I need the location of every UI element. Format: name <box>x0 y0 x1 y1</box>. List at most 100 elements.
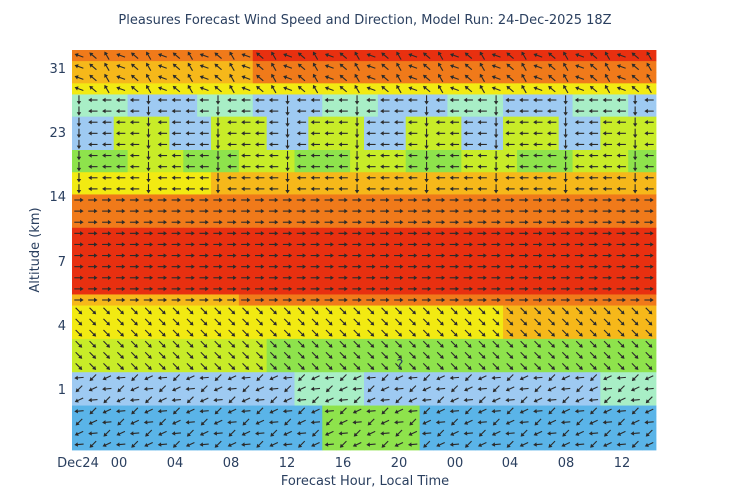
wind-arrow <box>548 85 556 93</box>
wind-arrow <box>631 351 639 359</box>
wind-arrow <box>241 131 251 136</box>
wind-arrow <box>146 184 151 194</box>
wind-arrow <box>89 340 97 348</box>
wind-arrow <box>449 220 460 225</box>
wind-arrow <box>187 51 194 60</box>
wind-arrow <box>89 74 97 82</box>
wind-arrow <box>324 53 334 58</box>
wind-arrow <box>366 208 376 214</box>
wind-arrow <box>519 142 529 147</box>
x-tick-label: 00 <box>447 456 464 471</box>
wind-arrow <box>199 275 209 280</box>
wind-arrow <box>296 275 307 280</box>
wind-arrow <box>408 175 418 180</box>
wind-arrow <box>324 297 334 303</box>
wind-arrow <box>215 106 221 116</box>
wind-arrow <box>255 131 265 136</box>
wind-arrow <box>644 97 654 103</box>
wind-arrow <box>297 63 306 71</box>
wind-arrow <box>171 431 181 436</box>
wind-arrow <box>268 131 279 136</box>
wind-arrow <box>366 220 376 225</box>
wind-arrow <box>324 264 334 269</box>
wind-arrow <box>492 329 500 337</box>
wind-arrow <box>533 264 543 269</box>
wind-arrow <box>366 286 376 292</box>
wind-arrow <box>631 440 639 448</box>
wind-arrow <box>644 420 654 425</box>
wind-arrow <box>407 242 418 247</box>
wind-arrow <box>644 142 654 147</box>
wind-arrow <box>199 53 209 58</box>
wind-arrow <box>103 329 111 337</box>
wind-arrow <box>421 397 432 403</box>
wind-arrow <box>310 242 320 247</box>
wind-arrow <box>115 220 126 225</box>
wind-arrow <box>380 242 390 247</box>
wind-arrow <box>630 231 640 236</box>
wind-arrow <box>506 329 514 337</box>
wind-arrow <box>284 418 292 426</box>
wind-arrow <box>145 396 153 404</box>
wind-arrow <box>171 208 181 214</box>
wind-arrow <box>547 108 557 114</box>
wind-arrow <box>437 62 444 71</box>
wind-arrow <box>325 340 333 348</box>
wind-arrow <box>491 220 501 225</box>
wind-arrow <box>157 164 168 169</box>
wind-arrow <box>185 153 195 158</box>
wind-arrow <box>631 52 640 59</box>
wind-arrow <box>644 275 654 280</box>
wind-arrow <box>561 340 569 348</box>
wind-arrow <box>158 351 166 359</box>
wind-arrow <box>102 441 112 447</box>
wind-arrow <box>630 431 640 436</box>
wind-arrow <box>491 264 501 269</box>
wind-arrow <box>325 362 333 370</box>
wind-arrow <box>352 375 362 381</box>
wind-arrow <box>74 242 84 247</box>
wind-arrow <box>437 429 445 437</box>
wind-arrow <box>283 362 291 370</box>
wind-arrow <box>338 186 348 192</box>
wind-arrow <box>366 275 376 280</box>
wind-arrow <box>214 63 222 71</box>
y-tick-label: 14 <box>49 190 66 205</box>
wind-arrow <box>227 231 237 236</box>
wind-arrow <box>102 197 112 203</box>
wind-arrow <box>199 75 209 80</box>
y-tick-label: 4 <box>58 319 66 334</box>
wind-arrow <box>146 106 151 116</box>
wind-arrow <box>199 175 209 180</box>
wind-arrow <box>324 142 334 147</box>
wind-arrow <box>146 162 151 172</box>
wind-arrow <box>213 231 223 236</box>
wind-arrow <box>464 307 472 315</box>
wind-arrow <box>352 441 362 447</box>
wind-arrow <box>129 108 140 114</box>
wind-arrow <box>534 307 542 315</box>
wind-arrow <box>185 131 195 136</box>
wind-arrow <box>575 340 583 348</box>
wind-arrow <box>534 340 542 348</box>
wind-arrow <box>533 208 543 214</box>
wind-arrow <box>256 351 264 359</box>
wind-arrow <box>421 197 432 203</box>
wind-arrow <box>157 108 168 114</box>
wind-arrow <box>616 286 626 292</box>
wind-arrow <box>283 318 291 326</box>
wind-arrow <box>130 362 138 370</box>
wind-arrow <box>115 197 126 203</box>
wind-arrow <box>478 307 486 315</box>
wind-arrow <box>242 318 250 326</box>
wind-arrow <box>215 128 221 138</box>
wind-arrow <box>214 407 222 415</box>
wind-arrow <box>256 318 264 326</box>
wind-arrow <box>185 231 195 236</box>
wind-arrow <box>241 375 251 381</box>
wind-arrow <box>560 231 571 236</box>
wind-arrow <box>436 340 444 348</box>
wind-arrow <box>102 97 112 103</box>
wind-arrow <box>229 51 235 60</box>
